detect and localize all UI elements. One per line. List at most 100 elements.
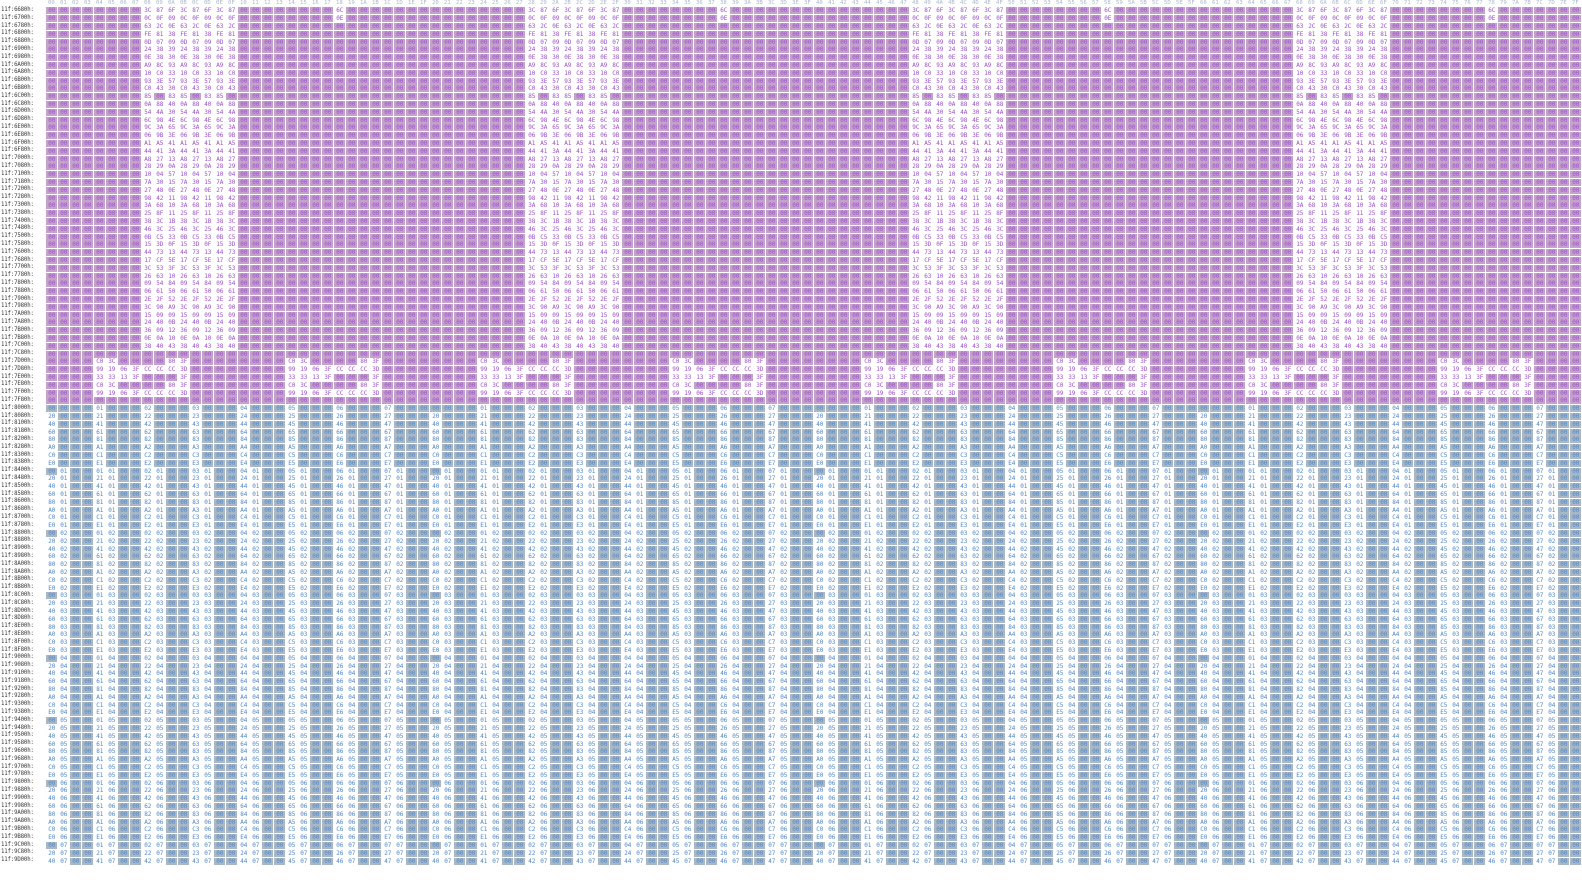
hex-byte-cell[interactable]: 00 xyxy=(406,70,417,77)
hex-byte-cell[interactable]: 00 xyxy=(394,46,405,53)
hex-byte-cell[interactable]: 00 xyxy=(874,109,885,116)
hex-byte-cell[interactable]: 00 xyxy=(1174,93,1185,100)
hex-byte-cell[interactable]: 30 xyxy=(1306,179,1317,186)
hex-byte-cell[interactable]: 00 xyxy=(490,93,501,100)
hex-byte-cell[interactable]: 00 xyxy=(58,148,69,155)
hex-byte-cell[interactable]: 00 xyxy=(790,132,801,139)
hex-byte-cell[interactable]: 00 xyxy=(1522,54,1533,61)
hex-byte-cell[interactable]: 00 xyxy=(1222,156,1233,163)
hex-byte-cell[interactable]: 98 xyxy=(226,117,237,124)
hex-byte-cell[interactable]: 00 xyxy=(886,62,897,69)
hex-byte-cell[interactable]: 00 xyxy=(1282,109,1293,116)
hex-byte-cell[interactable]: 00 xyxy=(1138,109,1149,116)
hex-byte-cell[interactable]: 00 xyxy=(1510,156,1521,163)
hex-byte-cell[interactable]: 00 xyxy=(622,46,633,53)
hex-byte-cell[interactable]: 00 xyxy=(130,140,141,147)
hex-byte-cell[interactable]: 00 xyxy=(70,46,81,53)
hex-byte-cell[interactable]: 0E xyxy=(166,187,177,194)
hex-byte-cell[interactable]: 00 xyxy=(646,85,657,92)
hex-byte-cell[interactable]: 00 xyxy=(394,163,405,170)
hex-byte-cell[interactable]: 40 xyxy=(550,101,561,108)
hex-byte-cell[interactable]: 00 xyxy=(1402,132,1413,139)
hex-byte-cell[interactable]: 00 xyxy=(346,39,357,46)
hex-byte-cell[interactable]: 00 xyxy=(1222,171,1233,178)
hex-byte-cell[interactable]: 00 xyxy=(1558,93,1569,100)
hex-byte-cell[interactable]: 00 xyxy=(1306,93,1317,100)
hex-byte-cell[interactable]: 00 xyxy=(490,39,501,46)
hex-byte-cell[interactable]: 00 xyxy=(406,171,417,178)
hex-byte-cell[interactable]: 0A xyxy=(214,101,225,108)
hex-byte-cell[interactable]: 00 xyxy=(754,163,765,170)
hex-byte-cell[interactable]: 44 xyxy=(982,148,993,155)
hex-byte-cell[interactable]: 00 xyxy=(274,156,285,163)
hex-byte-cell[interactable]: 00 xyxy=(1246,78,1257,85)
hex-byte-cell[interactable]: 09 xyxy=(934,39,945,46)
hex-byte-cell[interactable]: 00 xyxy=(346,140,357,147)
hex-byte-cell[interactable]: 00 xyxy=(1522,109,1533,116)
hex-byte-cell[interactable]: 00 xyxy=(1210,148,1221,155)
hex-byte-cell[interactable]: 00 xyxy=(1210,39,1221,46)
hex-byte-cell[interactable]: 00 xyxy=(1498,171,1509,178)
hex-byte-cell[interactable]: 00 xyxy=(418,101,429,108)
hex-byte-cell[interactable]: 00 xyxy=(694,70,705,77)
hex-byte-cell[interactable]: 00 xyxy=(310,54,321,61)
hex-byte-cell[interactable]: 00 xyxy=(502,54,513,61)
hex-byte-cell[interactable]: 00 xyxy=(742,7,753,14)
hex-byte-cell[interactable]: 00 xyxy=(802,31,813,38)
hex-byte-cell[interactable]: 00 xyxy=(106,179,117,186)
hex-byte-cell[interactable]: 4E xyxy=(586,117,597,124)
hex-byte-cell[interactable]: 00 xyxy=(646,78,657,85)
hex-byte-cell[interactable]: 00 xyxy=(1234,39,1245,46)
hex-byte-cell[interactable]: A8 xyxy=(1366,156,1377,163)
hex-byte-cell[interactable]: 00 xyxy=(634,78,645,85)
hex-byte-cell[interactable]: 00 xyxy=(1558,179,1569,186)
hex-byte-cell[interactable]: 00 xyxy=(766,70,777,77)
hex-byte-cell[interactable]: 00 xyxy=(46,179,57,186)
hex-byte-cell[interactable]: 00 xyxy=(46,31,57,38)
hex-byte-cell[interactable]: 00 xyxy=(658,54,669,61)
hex-byte-cell[interactable]: 00 xyxy=(1078,85,1089,92)
hex-byte-cell[interactable]: 00 xyxy=(370,163,381,170)
hex-byte-cell[interactable]: 00 xyxy=(502,15,513,22)
hex-byte-cell[interactable]: 00 xyxy=(466,39,477,46)
hex-byte-cell[interactable]: 10 xyxy=(1366,171,1377,178)
hex-byte-cell[interactable]: 00 xyxy=(358,132,369,139)
hex-byte-cell[interactable]: 00 xyxy=(1522,39,1533,46)
hex-byte-cell[interactable]: 07 xyxy=(610,39,621,46)
hex-byte-cell[interactable]: 38 xyxy=(970,31,981,38)
hex-byte-cell[interactable]: 9B xyxy=(574,132,585,139)
hex-byte-cell[interactable]: 8C xyxy=(610,62,621,69)
hex-byte-cell[interactable]: 00 xyxy=(1042,179,1053,186)
hex-byte-cell[interactable]: 0A xyxy=(1366,101,1377,108)
hex-byte-cell[interactable]: 00 xyxy=(658,70,669,77)
hex-byte-cell[interactable]: 00 xyxy=(1090,156,1101,163)
hex-byte-cell[interactable]: 30 xyxy=(226,179,237,186)
hex-byte-cell[interactable]: 00 xyxy=(1150,46,1161,53)
hex-byte-cell[interactable]: 00 xyxy=(1006,46,1017,53)
hex-byte-cell[interactable]: 00 xyxy=(490,15,501,22)
hex-byte-cell[interactable]: 00 xyxy=(1006,78,1017,85)
hex-byte-cell[interactable]: 0A xyxy=(946,101,957,108)
hex-byte-cell[interactable]: 00 xyxy=(274,23,285,30)
hex-byte-cell[interactable]: 00 xyxy=(1102,156,1113,163)
hex-byte-cell[interactable]: 00 xyxy=(622,39,633,46)
hex-byte-cell[interactable]: 00 xyxy=(682,171,693,178)
hex-byte-cell[interactable]: 00 xyxy=(250,54,261,61)
hex-byte-cell[interactable]: 00 xyxy=(1018,7,1029,14)
hex-byte-cell[interactable]: 00 xyxy=(1006,179,1017,186)
hex-byte-cell[interactable]: 00 xyxy=(1534,163,1545,170)
hex-byte-cell[interactable]: 00 xyxy=(1030,54,1041,61)
hex-byte-cell[interactable]: 00 xyxy=(58,70,69,77)
hex-byte-cell[interactable]: 00 xyxy=(1246,179,1257,186)
hex-byte-cell[interactable]: 00 xyxy=(1258,101,1269,108)
hex-byte-cell[interactable]: 00 xyxy=(1390,15,1401,22)
hex-byte-cell[interactable]: 00 xyxy=(262,179,273,186)
hex-byte-cell[interactable]: 00 xyxy=(1558,39,1569,46)
hex-byte-cell[interactable]: 00 xyxy=(670,46,681,53)
hex-byte-cell[interactable]: 00 xyxy=(358,78,369,85)
hex-byte-cell[interactable]: 00 xyxy=(1534,109,1545,116)
hex-byte-cell[interactable]: 00 xyxy=(1078,171,1089,178)
hex-byte-cell[interactable]: 00 xyxy=(454,46,465,53)
hex-byte-cell[interactable]: 00 xyxy=(1462,156,1473,163)
hex-byte-cell[interactable]: 00 xyxy=(406,23,417,30)
